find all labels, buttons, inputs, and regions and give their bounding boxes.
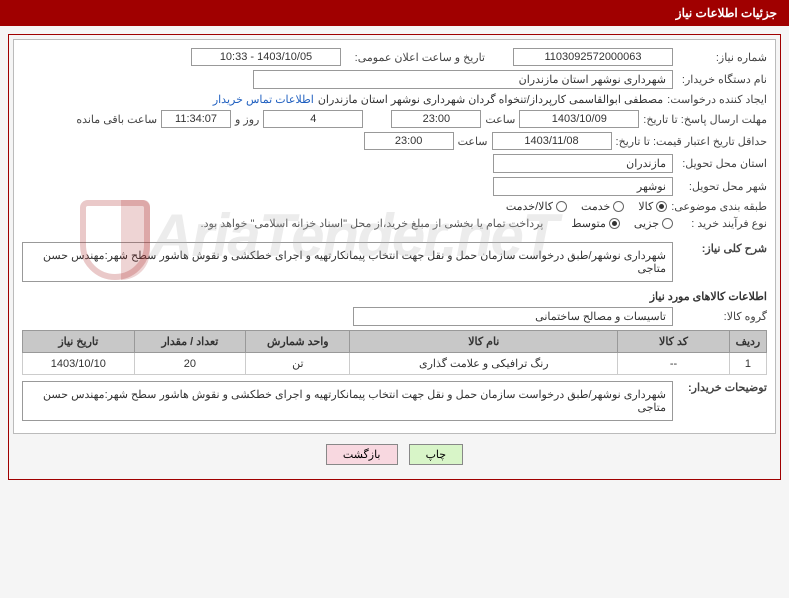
field-need-no: 1103092572000063 [513, 48, 673, 66]
field-deadline-time: 23:00 [391, 110, 481, 128]
td-qty: 20 [134, 353, 246, 375]
field-validity-date: 1403/11/08 [492, 132, 612, 150]
th-row: ردیف [729, 331, 766, 353]
field-validity-time: 23:00 [364, 132, 454, 150]
label-announce: تاریخ و ساعت اعلان عمومی: [345, 51, 485, 64]
field-city: نوشهر [493, 177, 673, 196]
th-qty: تعداد / مقدار [134, 331, 246, 353]
payment-note: پرداخت تمام یا بخشی از مبلغ خرید،از محل … [201, 217, 544, 230]
row-buyer-org: نام دستگاه خریدار: شهرداری نوشهر استان م… [22, 70, 767, 89]
row-requester: ایجاد کننده درخواست: مصطفی ابوالقاسمی کا… [22, 93, 767, 106]
radio-goods[interactable]: کالا [638, 200, 667, 213]
label-days-and: روز و [235, 113, 259, 126]
label-requester: ایجاد کننده درخواست: [667, 93, 767, 106]
td-unit: تن [246, 353, 350, 375]
row-province: استان محل تحویل: مازندران [22, 154, 767, 173]
th-name: نام کالا [350, 331, 618, 353]
details-panel: شماره نیاز: 1103092572000063 تاریخ و ساع… [13, 39, 776, 434]
td-row: 1 [729, 353, 766, 375]
radio-both[interactable]: کالا/خدمت [506, 200, 567, 213]
radio-minor[interactable]: جزیی [634, 217, 673, 230]
label-hour-1: ساعت [485, 113, 515, 126]
table-row: 1 -- رنگ ترافیکی و علامت گذاری تن 20 140… [23, 353, 767, 375]
row-category: طبقه بندی موضوعی: کالا خدمت کالا/خدمت [22, 200, 767, 213]
field-deadline-date: 1403/10/09 [519, 110, 639, 128]
row-desc: شرح کلی نیاز: شهرداری نوشهر/طبق درخواست … [22, 242, 767, 282]
row-buyer-desc: توضیحات خریدار: شهرداری نوشهر/طبق درخواس… [22, 381, 767, 421]
label-buyer-desc: توضیحات خریدار: [677, 381, 767, 394]
field-days-remain: 4 [263, 110, 363, 128]
link-buyer-contact[interactable]: اطلاعات تماس خریدار [213, 93, 314, 106]
row-need-no: شماره نیاز: 1103092572000063 تاریخ و ساع… [22, 48, 767, 66]
label-validity: حداقل تاریخ اعتبار قیمت: تا تاریخ: [616, 135, 767, 148]
field-requester: مصطفی ابوالقاسمی کارپرداز/تنخواه گردان ش… [318, 93, 663, 106]
row-process: نوع فرآیند خرید : جزیی متوسط پرداخت تمام… [22, 217, 767, 230]
field-buyer-desc: شهرداری نوشهر/طبق درخواست سازمان حمل و ن… [22, 381, 673, 421]
radio-minor-dot [662, 218, 673, 229]
td-date: 1403/10/10 [23, 353, 135, 375]
outer-frame: شماره نیاز: 1103092572000063 تاریخ و ساع… [8, 34, 781, 480]
th-code: کد کالا [618, 331, 730, 353]
row-validity: حداقل تاریخ اعتبار قیمت: تا تاریخ: 1403/… [22, 132, 767, 150]
radio-medium-label: متوسط [571, 217, 606, 230]
field-group: تاسیسات و مصالح ساختمانی [353, 307, 673, 326]
th-unit: واحد شمارش [246, 331, 350, 353]
radio-service[interactable]: خدمت [581, 200, 624, 213]
radio-service-label: خدمت [581, 200, 610, 213]
items-section-title: اطلاعات کالاهای مورد نیاز [22, 290, 767, 303]
footer-buttons: چاپ بازگشت [13, 444, 776, 465]
label-process: نوع فرآیند خرید : [677, 217, 767, 230]
table-header-row: ردیف کد کالا نام کالا واحد شمارش تعداد /… [23, 331, 767, 353]
field-province: مازندران [493, 154, 673, 173]
label-hours-left: ساعت باقی مانده [76, 113, 157, 126]
radio-group-process: جزیی متوسط [571, 217, 673, 230]
back-button[interactable]: بازگشت [326, 444, 398, 465]
td-name: رنگ ترافیکی و علامت گذاری [350, 353, 618, 375]
radio-goods-label: کالا [638, 200, 653, 213]
radio-minor-label: جزیی [634, 217, 659, 230]
td-code: -- [618, 353, 730, 375]
label-province: استان محل تحویل: [677, 157, 767, 170]
label-buyer-org: نام دستگاه خریدار: [677, 73, 767, 86]
label-need-no: شماره نیاز: [677, 51, 767, 64]
label-city: شهر محل تحویل: [677, 180, 767, 193]
field-announce: 1403/10/05 - 10:33 [191, 48, 341, 66]
panel-title: جزئیات اطلاعات نیاز [676, 6, 777, 20]
radio-goods-dot [656, 201, 667, 212]
radio-medium[interactable]: متوسط [571, 217, 620, 230]
print-button[interactable]: چاپ [409, 444, 464, 465]
radio-service-dot [613, 201, 624, 212]
row-group: گروه کالا: تاسیسات و مصالح ساختمانی [22, 307, 767, 326]
label-deadline: مهلت ارسال پاسخ: تا تاریخ: [643, 113, 767, 126]
radio-medium-dot [609, 218, 620, 229]
field-buyer-org: شهرداری نوشهر استان مازندران [253, 70, 673, 89]
radio-both-dot [556, 201, 567, 212]
items-table: ردیف کد کالا نام کالا واحد شمارش تعداد /… [22, 330, 767, 375]
label-category: طبقه بندی موضوعی: [671, 200, 767, 213]
radio-group-category: کالا خدمت کالا/خدمت [506, 200, 667, 213]
row-deadline: مهلت ارسال پاسخ: تا تاریخ: 1403/10/09 سا… [22, 110, 767, 128]
row-city: شهر محل تحویل: نوشهر [22, 177, 767, 196]
label-hour-2: ساعت [458, 135, 488, 148]
label-group: گروه کالا: [677, 310, 767, 323]
th-date: تاریخ نیاز [23, 331, 135, 353]
field-time-remain: 11:34:07 [161, 110, 231, 128]
field-desc: شهرداری نوشهر/طبق درخواست سازمان حمل و ن… [22, 242, 673, 282]
radio-both-label: کالا/خدمت [506, 200, 553, 213]
label-desc: شرح کلی نیاز: [677, 242, 767, 255]
panel-header: جزئیات اطلاعات نیاز [0, 0, 789, 26]
